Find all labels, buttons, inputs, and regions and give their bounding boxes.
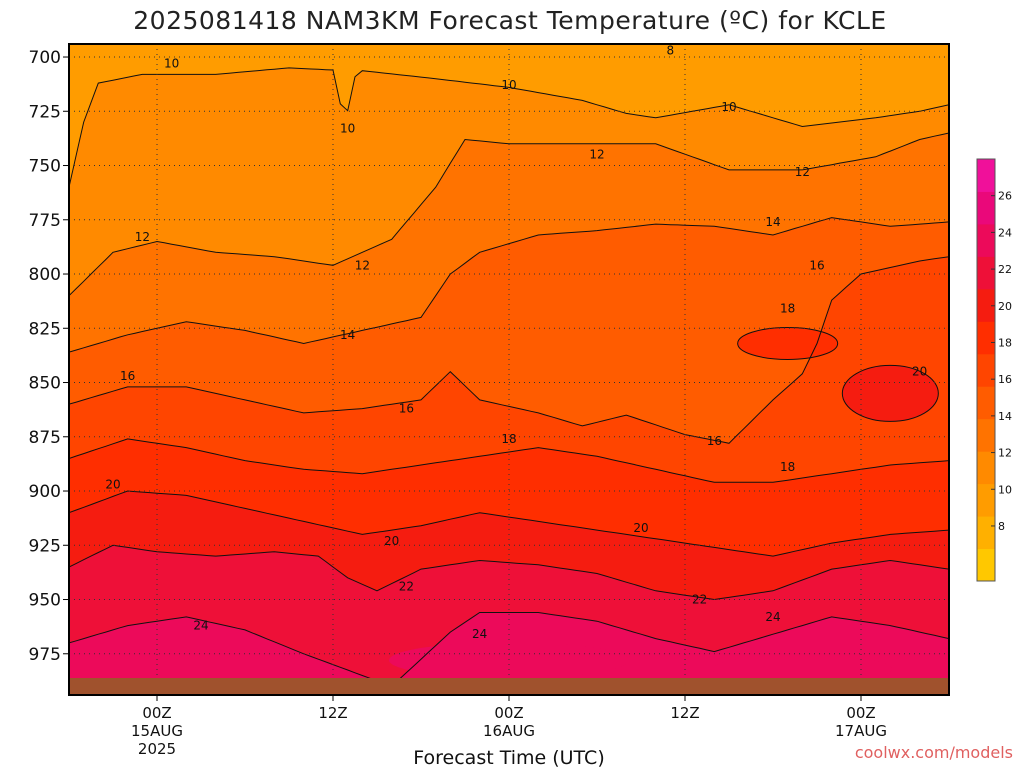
isotherm-24 — [69, 612, 949, 687]
contour-label: 14 — [765, 215, 780, 229]
contour-label: 10 — [340, 122, 355, 136]
colorbar-swatch — [977, 483, 995, 517]
contour-label: 22 — [692, 593, 707, 607]
y-tick-label: 850 — [29, 374, 61, 394]
y-axis: 700 725 750 775 800 825 850 875 900 925 950 975 — [29, 48, 69, 665]
colorbar-swatch — [977, 256, 995, 290]
colorbar-tick-label: 24 — [998, 226, 1012, 239]
isotherm-lines — [69, 67, 949, 687]
isotherm-18 — [69, 438, 949, 483]
contour-label: 20 — [384, 534, 399, 548]
colorbar-swatch — [977, 516, 995, 550]
x-tick-label: 00Z — [494, 704, 523, 722]
isotherm-22 — [69, 544, 949, 601]
x-axis-label: Forecast Time (UTC) — [413, 747, 604, 768]
x-tick-date: 15AUG — [131, 722, 183, 740]
isotherm-20-closed — [841, 364, 939, 422]
contour-label: 10 — [164, 57, 179, 71]
ground-surface — [69, 678, 949, 695]
colorbar-swatch — [977, 288, 995, 322]
colorbar-tick-label: 14 — [998, 410, 1012, 423]
y-tick-label: 800 — [29, 265, 61, 285]
y-tick-label: 725 — [29, 102, 61, 122]
colorbar-tick-label: 20 — [998, 300, 1012, 313]
colorbar-swatch — [977, 418, 995, 452]
band-warm-core-24-b — [712, 654, 893, 683]
contour-label: 18 — [780, 302, 795, 316]
x-tick-label: 12Z — [318, 704, 347, 722]
contour-label: 16 — [809, 258, 824, 272]
contour-label: 12 — [355, 258, 370, 272]
contour-label: 20 — [105, 478, 120, 492]
grid-lines — [69, 44, 949, 695]
colorbar-tick-label: 8 — [998, 520, 1005, 533]
colorbar-swatch — [977, 353, 995, 387]
isotherm-16 — [69, 256, 949, 444]
contour-label: 24 — [472, 627, 487, 641]
contour-label: 18 — [501, 432, 516, 446]
contour-label: 10 — [721, 100, 736, 114]
colorbar-swatch — [977, 159, 995, 192]
contour-label: 24 — [193, 619, 208, 633]
colorbar-frame — [976, 158, 996, 582]
colorbar-tick-label: 12 — [998, 447, 1012, 460]
y-tick-label: 700 — [29, 48, 61, 68]
contour-labels: 8 10 10 10 10 12 12 12 12 14 14 16 16 16 16 18 18 18 20 20 2… — [105, 44, 927, 641]
y-tick-label: 950 — [29, 591, 61, 611]
contour-label: 12 — [135, 230, 150, 244]
y-tick-label: 975 — [29, 645, 61, 665]
contour-label: 24 — [765, 610, 780, 624]
y-tick-label: 825 — [29, 319, 61, 339]
y-tick-label: 925 — [29, 536, 61, 556]
colorbar-swatch — [977, 223, 995, 257]
contour-label: 16 — [399, 402, 414, 416]
x-tick-date: 16AUG — [483, 722, 535, 740]
contour-label: 16 — [707, 434, 722, 448]
x-tick-year: 2025 — [138, 740, 176, 758]
plot-area: 8 10 10 10 10 12 12 12 12 14 14 16 16 16 16 18 18 18 20 20 2… — [69, 44, 949, 695]
isotherm-20 — [69, 490, 949, 557]
y-tick-label: 750 — [29, 157, 61, 177]
x-tick-label: 12Z — [670, 704, 699, 722]
y-tick-label: 900 — [29, 482, 61, 502]
colorbar-tick-label: 26 — [998, 190, 1012, 203]
colorbar-swatch — [977, 548, 995, 582]
contour-label: 18 — [780, 460, 795, 474]
x-tick-label: 00Z — [142, 704, 171, 722]
band-warm-core-20 — [842, 365, 939, 422]
band-warm-core-24-a — [389, 642, 629, 679]
temperature-bands — [69, 44, 949, 695]
contour-label: 8 — [667, 44, 675, 58]
credit-text: coolwx.com/models — [855, 743, 1013, 762]
contour-label: 20 — [912, 365, 927, 379]
colorbar-swatch — [977, 321, 995, 355]
colorbar-tick-label: 22 — [998, 263, 1012, 276]
x-tick-label: 00Z — [846, 704, 875, 722]
isotherm-18-closed — [737, 326, 839, 360]
colorbar-tick-label: 18 — [998, 336, 1012, 349]
colorbar-swatch — [977, 191, 995, 225]
colorbar: 8 10 12 14 16 18 20 22 24 26 — [976, 158, 1012, 582]
isotherm-14 — [69, 217, 949, 353]
x-tick-date: 17AUG — [835, 722, 887, 740]
colorbar-tick-label: 16 — [998, 373, 1012, 386]
contour-label: 22 — [399, 580, 414, 594]
contour-label: 12 — [795, 165, 810, 179]
contour-label: 12 — [589, 148, 604, 162]
isotherm-10 — [69, 67, 949, 188]
y-tick-label: 875 — [29, 428, 61, 448]
chart-title: 2025081418 NAM3KM Forecast Temperature (… — [133, 6, 886, 35]
colorbar-swatch — [977, 386, 995, 420]
y-tick-label: 775 — [29, 211, 61, 231]
contour-label: 20 — [633, 521, 648, 535]
isotherm-12 — [69, 132, 949, 297]
contour-label: 16 — [120, 369, 135, 383]
contour-label: 14 — [340, 328, 355, 342]
contour-label: 10 — [501, 78, 516, 92]
colorbar-swatch — [977, 451, 995, 485]
colorbar-tick-label: 10 — [998, 483, 1012, 496]
